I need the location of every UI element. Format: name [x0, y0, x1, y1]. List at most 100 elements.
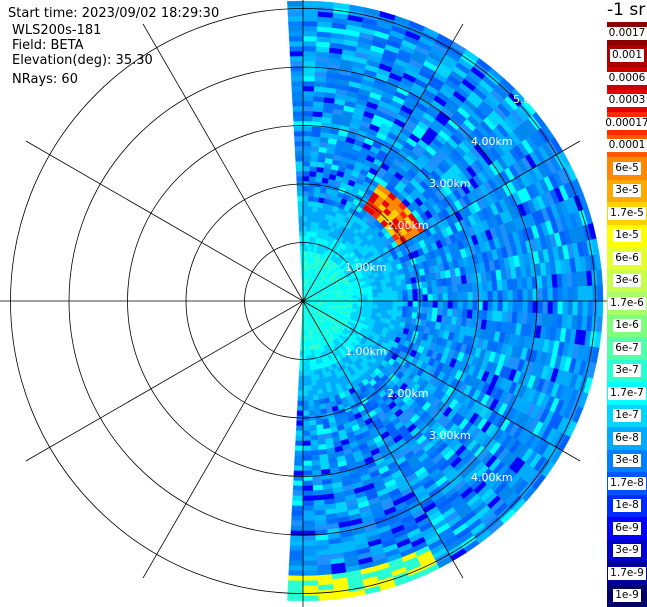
range-gate-cell [461, 309, 469, 319]
range-gate-cell [362, 293, 369, 299]
range-gate-cell [295, 425, 304, 432]
colorbar-label: 0.0001 [606, 139, 647, 153]
range-gate-cell [299, 350, 304, 357]
range-gate-cell [296, 415, 304, 422]
range-gate-cell [407, 289, 414, 296]
range-gate-cell [313, 196, 320, 203]
range-gate-cell [290, 75, 304, 82]
colorbar-swatch: 6e-9 [607, 517, 647, 540]
range-gate-cell [302, 80, 315, 87]
range-gate-cell [312, 116, 323, 123]
range-gate-cell [517, 300, 524, 313]
range-gate-cell [288, 570, 304, 577]
range-gate-cell [307, 385, 313, 392]
range-gate-cell [422, 294, 429, 302]
range-gate-cell [292, 95, 304, 102]
range-gate-cell [302, 70, 316, 77]
range-gate-cell [302, 180, 310, 187]
range-gate-cell [372, 292, 379, 298]
range-gate-cell [311, 459, 321, 467]
colorbar-label: 6e-5 [613, 161, 641, 175]
range-gate-cell [311, 464, 322, 472]
range-gate-cell [392, 305, 399, 312]
range-gate-cell [302, 430, 311, 437]
range-gate-cell [527, 288, 534, 302]
units-label: -1 sr [607, 0, 646, 20]
range-gate-cell [442, 293, 449, 302]
colorbar-swatch: 3e-9 [607, 539, 647, 562]
range-gate-cell [302, 165, 311, 172]
range-gate-cell [310, 449, 320, 457]
range-gate-cell [302, 390, 309, 397]
range-gate-cell [313, 399, 320, 406]
range-gate-cell [382, 304, 389, 311]
range-gate-cell [362, 297, 369, 302]
range-gate-cell [407, 300, 414, 308]
range-label-south-4: 4.00km [471, 471, 513, 484]
colorbar-swatch: 1e-7 [607, 404, 647, 427]
range-gate-cell [302, 40, 317, 47]
range-gate-cell [292, 105, 304, 112]
range-gate-cell [412, 288, 419, 296]
range-gate-cell [294, 460, 304, 467]
range-gate-cell [376, 288, 383, 294]
range-gate-cell [295, 155, 304, 162]
range-gate-cell [306, 365, 311, 372]
range-gate-cell [302, 485, 314, 492]
range-gate-cell [302, 85, 315, 92]
range-gate-cell [392, 295, 399, 302]
colorbar-swatch: 0.00017 [603, 112, 647, 135]
range-gate-cell [302, 445, 312, 452]
range-gate-cell [377, 292, 384, 298]
range-gate-cell [307, 200, 314, 207]
range-gate-cell [296, 405, 304, 412]
colorbar-swatch: 0.001 [607, 44, 647, 67]
range-gate-cell [437, 293, 444, 302]
range-gate-cell [417, 294, 424, 302]
colorbar-swatch: 1.7e-7 [607, 382, 647, 405]
range-gate-cell [427, 300, 434, 309]
range-gate-cell [401, 311, 408, 318]
range-gate-cell [302, 385, 308, 392]
range-gate-cell [293, 470, 304, 477]
range-gate-cell [293, 465, 304, 472]
range-gate-cell [542, 300, 549, 315]
range-gate-cell [297, 390, 304, 397]
range-gate-cell [452, 292, 459, 302]
range-gate-cell [552, 287, 559, 302]
range-gate-cell [542, 287, 549, 302]
range-gate-cell [486, 310, 493, 322]
range-gate-cell [310, 140, 320, 148]
range-gate-cell [396, 285, 403, 292]
colorbar-swatch: 1e-6 [607, 314, 647, 337]
range-gate-cell [367, 300, 374, 305]
range-gate-cell [312, 111, 324, 118]
range-gate-cell [296, 180, 304, 187]
range-gate-cell [557, 300, 564, 315]
range-gate-cell [407, 306, 414, 313]
range-gate-cell [497, 290, 504, 302]
range-gate-cell [432, 300, 439, 309]
range-label-south-3: 3.00km [429, 429, 471, 442]
range-gate-cell [302, 130, 313, 137]
range-gate-cell [302, 375, 308, 382]
range-gate-cell [386, 286, 393, 293]
range-gate-cell [308, 185, 316, 192]
range-gate-cell [302, 465, 313, 472]
range-gate-cell [299, 355, 304, 362]
range-gate-cell [297, 195, 304, 202]
range-gate-cell [522, 300, 529, 314]
range-gate-cell [302, 560, 318, 567]
range-gate-cell [437, 286, 444, 295]
range-gate-cell [302, 235, 307, 242]
range-gate-cell [302, 500, 314, 507]
range-gate-cell [392, 290, 399, 297]
range-gate-cell [290, 520, 304, 527]
range-gate-cell [307, 195, 315, 202]
azimuth-spoke [25, 300, 304, 462]
range-gate-cell [293, 115, 304, 122]
range-gate-cell [537, 300, 544, 314]
range-gate-cell [427, 287, 434, 295]
range-gate-cell [310, 155, 319, 163]
colorbar-label: 3e-7 [613, 364, 641, 378]
